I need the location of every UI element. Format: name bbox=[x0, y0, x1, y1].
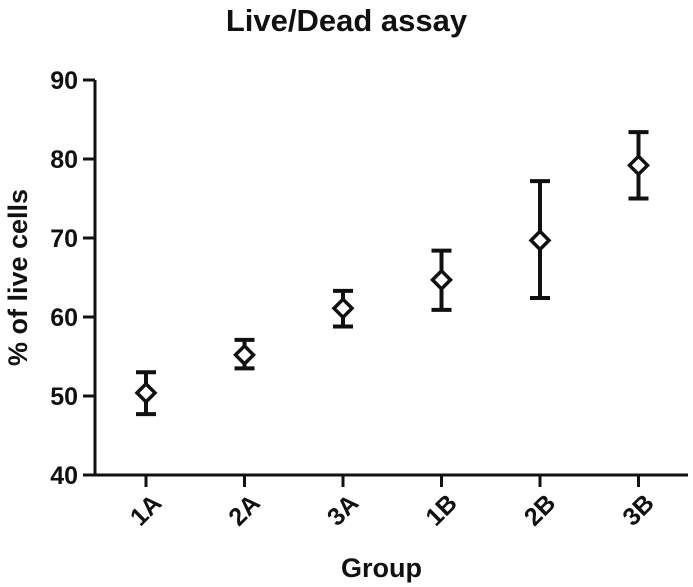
y-tick-label: 50 bbox=[50, 383, 78, 411]
x-tick-label: 2A bbox=[223, 489, 265, 531]
data-point bbox=[134, 381, 158, 405]
x-tick-label: 2B bbox=[519, 489, 561, 531]
x-tick-label: 1A bbox=[125, 489, 167, 531]
chart-title: Live/Dead assay bbox=[225, 3, 468, 38]
data-point bbox=[233, 343, 256, 367]
x-tick-label: 1B bbox=[420, 489, 462, 531]
x-tick-label: 3B bbox=[617, 489, 659, 531]
x-axis-label: Group bbox=[341, 553, 422, 583]
y-tick-label: 90 bbox=[50, 67, 78, 95]
y-tick-label: 60 bbox=[50, 304, 78, 332]
data-point bbox=[528, 228, 552, 252]
y-tick-label: 80 bbox=[50, 146, 78, 174]
y-tick-label: 40 bbox=[50, 462, 78, 490]
x-tick-label: 3A bbox=[322, 489, 364, 531]
y-axis-label: % of live cells bbox=[3, 189, 33, 366]
data-point bbox=[331, 296, 355, 320]
data-point bbox=[430, 268, 453, 292]
y-tick-label: 70 bbox=[50, 225, 78, 253]
data-point bbox=[627, 153, 650, 177]
